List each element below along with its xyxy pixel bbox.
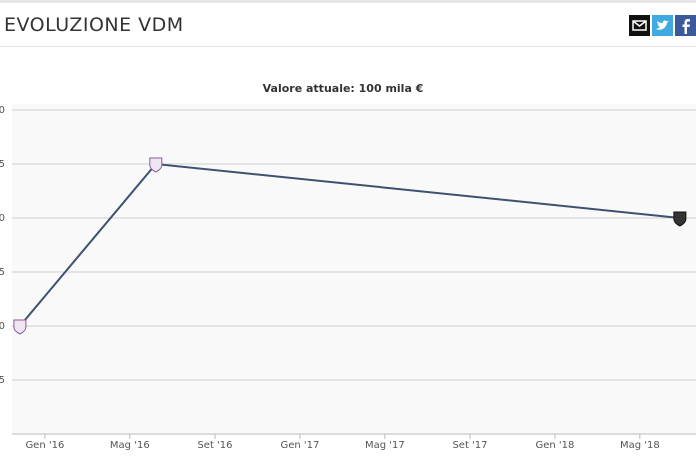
chart-title: Valore attuale: 100 mila € — [263, 82, 424, 95]
x-tick-label: Gen '18 — [535, 440, 574, 451]
point-marker — [673, 211, 687, 227]
point-marker — [149, 157, 163, 173]
x-tick-label: Set '16 — [197, 440, 232, 451]
x-tick-label: Mag '17 — [365, 440, 405, 451]
facebook-icon[interactable] — [675, 15, 696, 36]
header: EVOLUZIONE VDM — [0, 4, 696, 47]
point-marker — [13, 319, 27, 335]
mail-icon[interactable] — [629, 15, 650, 36]
y-tick-label: 50 — [0, 321, 5, 332]
y-tick-label: 150 — [0, 105, 5, 116]
y-tick-label: 25 — [0, 375, 5, 386]
x-tick-label: Gen '17 — [280, 440, 319, 451]
x-tick-label: Mag '18 — [620, 440, 660, 451]
x-tick-label: Mag '16 — [110, 440, 150, 451]
plot-background — [12, 104, 696, 434]
y-tick-label: 100 — [0, 213, 5, 224]
y-tick-label: 75 — [0, 267, 5, 278]
top-border — [0, 0, 696, 3]
x-tick-label: Set '17 — [452, 440, 487, 451]
x-tick-label: Gen '16 — [25, 440, 64, 451]
twitter-icon[interactable] — [652, 15, 673, 36]
y-tick-label: 125 — [0, 159, 5, 170]
header-title: EVOLUZIONE VDM — [4, 14, 184, 36]
